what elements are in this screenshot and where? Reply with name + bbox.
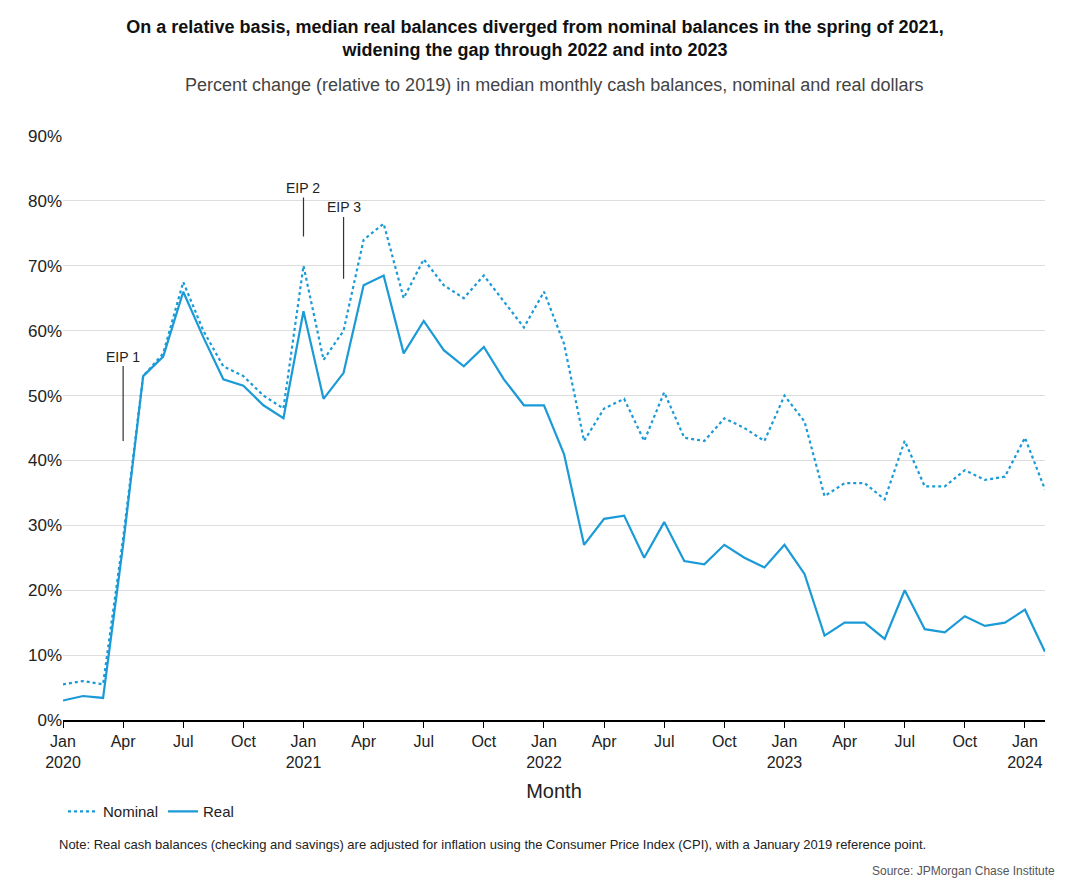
svg-text:20%: 20% bbox=[28, 581, 62, 600]
svg-text:EIP 3: EIP 3 bbox=[327, 199, 361, 215]
svg-text:Apr: Apr bbox=[351, 733, 377, 750]
svg-text:Apr: Apr bbox=[832, 733, 858, 750]
svg-text:80%: 80% bbox=[28, 192, 62, 211]
svg-text:Note: Real cash balances (chec: Note: Real cash balances (checking and s… bbox=[59, 837, 926, 852]
svg-text:Source: JPMorgan Chase Institu: Source: JPMorgan Chase Institute bbox=[872, 864, 1055, 878]
svg-text:Real: Real bbox=[203, 803, 234, 820]
svg-text:On a relative basis, median re: On a relative basis, median real balance… bbox=[126, 17, 943, 60]
svg-text:Nominal: Nominal bbox=[103, 803, 158, 820]
svg-text:Oct: Oct bbox=[471, 733, 496, 750]
svg-text:Jan2024: Jan2024 bbox=[1007, 733, 1043, 771]
svg-text:Jul: Jul bbox=[894, 733, 914, 750]
svg-text:Oct: Oct bbox=[231, 733, 256, 750]
svg-text:Jul: Jul bbox=[654, 733, 674, 750]
svg-text:Jan2022: Jan2022 bbox=[526, 733, 562, 771]
svg-text:Jan2020: Jan2020 bbox=[45, 733, 81, 771]
svg-text:Month: Month bbox=[526, 780, 582, 802]
svg-text:70%: 70% bbox=[28, 257, 62, 276]
svg-text:0%: 0% bbox=[37, 711, 62, 730]
svg-text:Percent change (relative to 20: Percent change (relative to 2019) in med… bbox=[185, 75, 923, 95]
svg-text:40%: 40% bbox=[28, 451, 62, 470]
svg-text:Jan2021: Jan2021 bbox=[286, 733, 322, 771]
svg-text:50%: 50% bbox=[28, 387, 62, 406]
svg-text:Jul: Jul bbox=[414, 733, 434, 750]
svg-text:Apr: Apr bbox=[592, 733, 618, 750]
svg-text:Jan2023: Jan2023 bbox=[767, 733, 803, 771]
svg-text:EIP 1: EIP 1 bbox=[106, 349, 140, 365]
svg-text:Oct: Oct bbox=[952, 733, 977, 750]
svg-text:Oct: Oct bbox=[712, 733, 737, 750]
svg-text:Jul: Jul bbox=[173, 733, 193, 750]
svg-text:10%: 10% bbox=[28, 646, 62, 665]
svg-text:30%: 30% bbox=[28, 516, 62, 535]
svg-text:90%: 90% bbox=[28, 127, 62, 146]
svg-text:Apr: Apr bbox=[111, 733, 137, 750]
svg-text:EIP 2: EIP 2 bbox=[286, 180, 320, 196]
svg-text:60%: 60% bbox=[28, 322, 62, 341]
